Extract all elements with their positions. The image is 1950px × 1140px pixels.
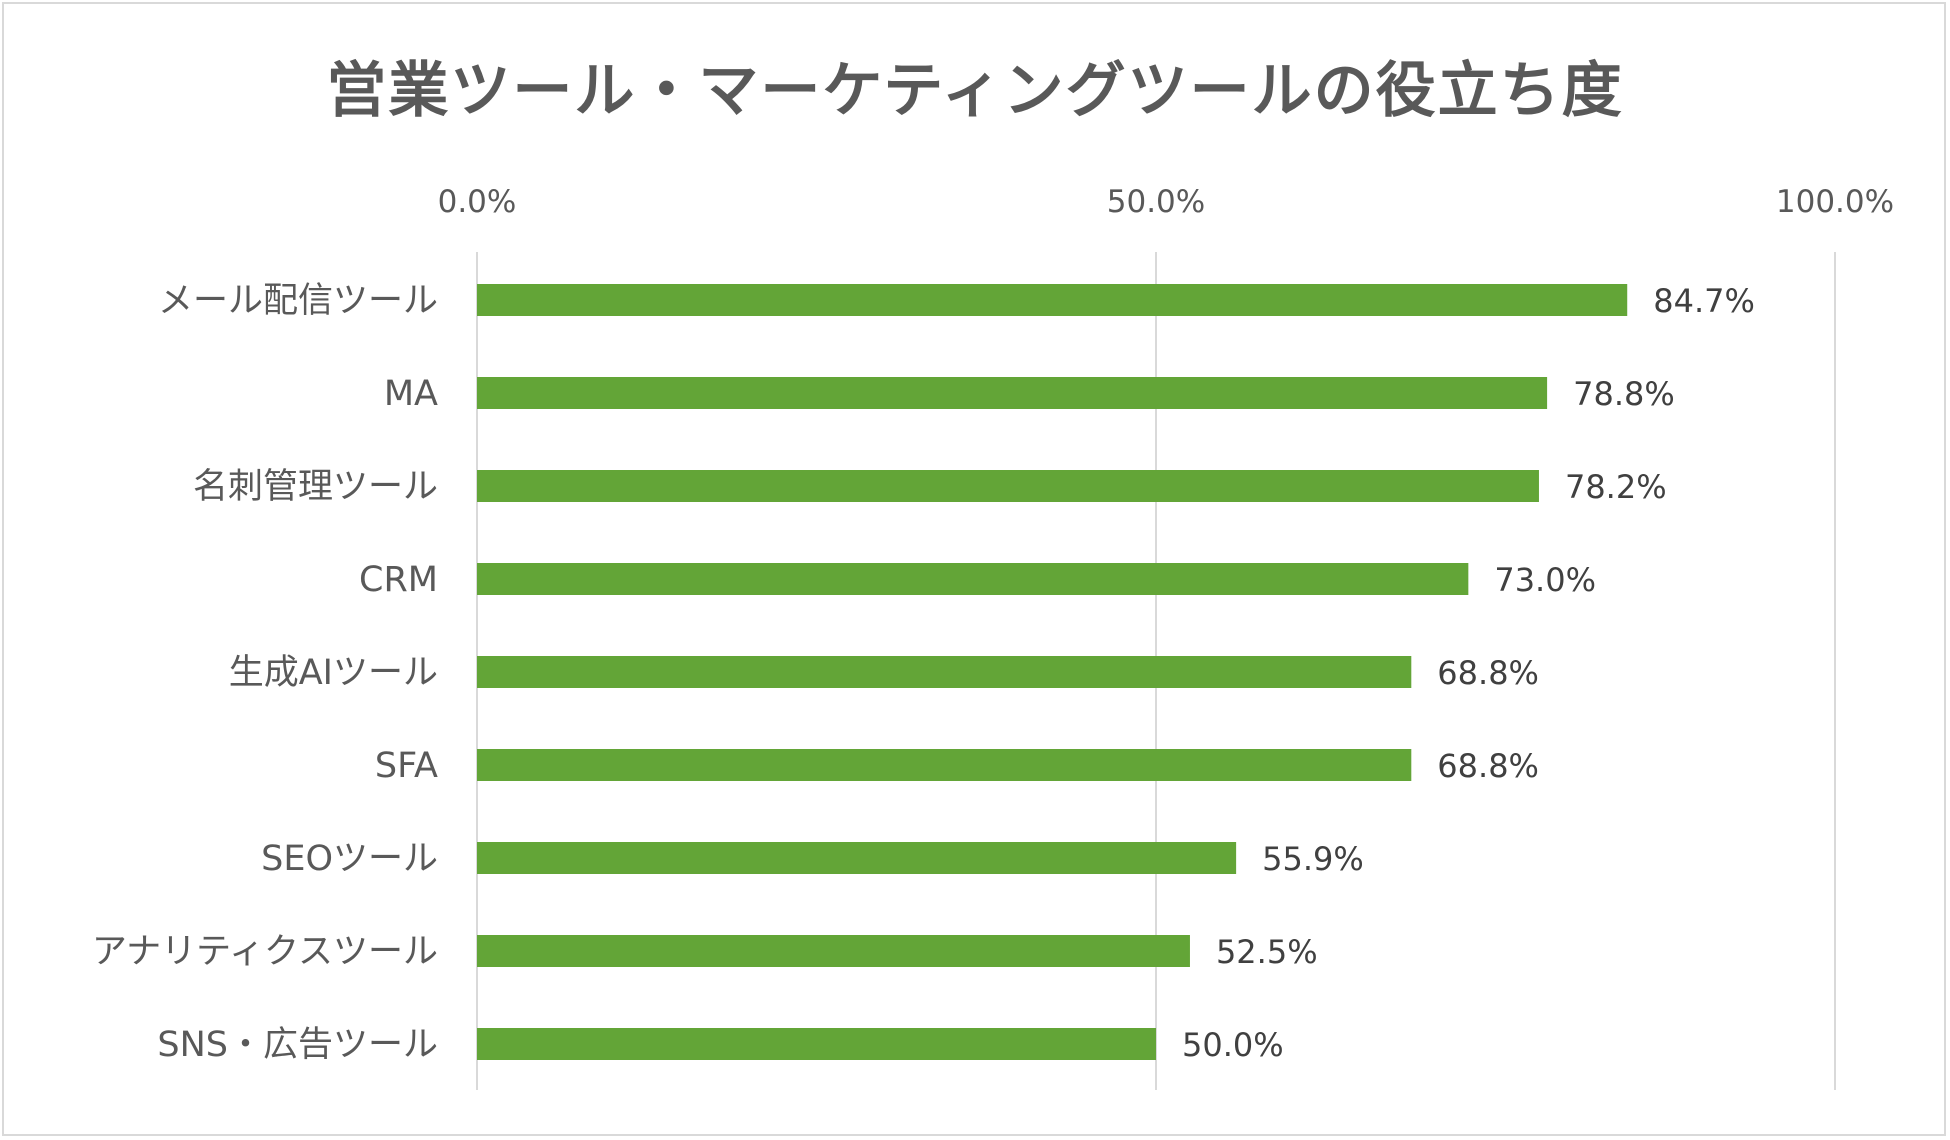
x-tick-label: 0.0% — [438, 184, 517, 220]
x-tick-label: 50.0% — [1107, 184, 1205, 220]
category-label: アナリティクスツール — [92, 932, 438, 972]
data-label: 55.9% — [1262, 840, 1364, 878]
bars — [477, 284, 1628, 1060]
bar — [477, 470, 1539, 502]
bar — [477, 656, 1412, 688]
x-axis-tick-labels: 0.0% 50.0% 100.0% — [438, 184, 1894, 220]
data-labels: 84.7% 78.8% 78.2% 73.0% 68.8% 68.8% 55.9% 52.5%… — [1182, 282, 1755, 1064]
category-label: SEOツール — [261, 839, 438, 879]
bar — [477, 842, 1237, 874]
category-label: SNS・広告ツール — [157, 1025, 438, 1065]
category-label: SFA — [375, 746, 438, 786]
data-label: 78.2% — [1565, 468, 1667, 506]
bar — [477, 377, 1548, 409]
category-label: MA — [384, 374, 438, 414]
bar — [477, 563, 1469, 595]
data-label: 52.5% — [1216, 933, 1318, 971]
bar — [477, 1028, 1156, 1060]
chart-title: 営業ツール・マーケティングツールの役立ち度 — [326, 56, 1624, 126]
category-label: メール配信ツール — [158, 281, 438, 321]
category-label: CRM — [359, 560, 438, 600]
data-label: 73.0% — [1494, 561, 1596, 599]
x-tick-label: 100.0% — [1776, 184, 1894, 220]
data-label: 68.8% — [1437, 747, 1539, 785]
data-label: 78.8% — [1573, 375, 1675, 413]
category-label: 名刺管理ツール — [193, 467, 438, 507]
bar — [477, 935, 1190, 967]
data-label: 68.8% — [1437, 654, 1539, 692]
bar — [477, 284, 1628, 316]
bar — [477, 749, 1412, 781]
category-labels: メール配信ツール MA 名刺管理ツール CRM 生成AIツール SFA SEOツールアナリテ… — [92, 281, 438, 1065]
category-label: 生成AIツール — [229, 653, 438, 693]
data-label: 50.0% — [1182, 1026, 1284, 1064]
data-label: 84.7% — [1653, 282, 1755, 320]
